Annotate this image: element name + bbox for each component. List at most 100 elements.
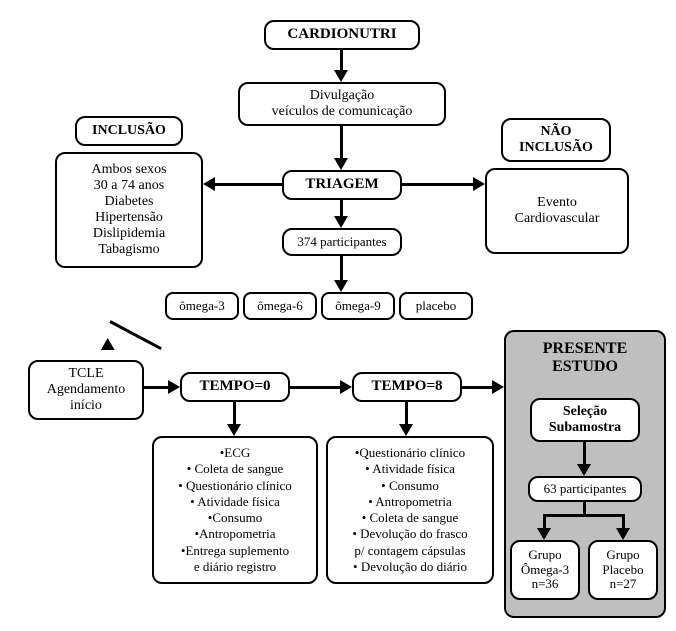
l7: • Devolução do diário: [353, 559, 467, 575]
node-selecao: Seleção Subamostra: [530, 398, 640, 442]
label: INCLUSÃO: [92, 123, 166, 139]
label: 374 participantes: [297, 235, 386, 250]
l4: •Consumo: [208, 510, 262, 526]
label: placebo: [416, 298, 456, 314]
arrowhead-icon: [473, 177, 485, 191]
edge: [233, 402, 236, 424]
label: TEMPO=8: [371, 378, 442, 395]
l1: Placebo: [602, 563, 643, 578]
node-inclusao-detail: Ambos sexos 30 a 74 anos Diabetes Hipert…: [55, 152, 203, 268]
arrowhead-icon: [168, 380, 180, 394]
label: TRIAGEM: [305, 176, 378, 193]
node-63-participantes: 63 participantes: [528, 476, 642, 502]
node-grupo-omega3: Grupo Ômega-3 n=36: [510, 540, 580, 600]
arrowhead-icon: [334, 70, 348, 82]
l0: Grupo: [606, 548, 639, 563]
node-374-participantes: 374 participantes: [282, 228, 402, 256]
l7: e diário registro: [194, 559, 276, 575]
l3: • Atividade física: [190, 494, 280, 510]
l0: Evento: [537, 195, 577, 211]
arrowhead-icon: [577, 464, 591, 476]
l0: Ambos sexos: [91, 162, 166, 178]
edge: [109, 320, 162, 350]
line2: INCLUSÃO: [519, 140, 593, 156]
presente-title: PRESENTE ESTUDO: [512, 340, 658, 376]
l3: • Antropometria: [368, 494, 452, 510]
l1: Ômega-3: [521, 563, 569, 578]
l2: Diabetes: [105, 194, 154, 210]
l5: •Antropometria: [194, 526, 275, 542]
node-inclusao-header: INCLUSÃO: [75, 116, 183, 146]
l0: PRESENTE: [512, 340, 658, 358]
edge: [340, 256, 343, 282]
label: ômega-9: [335, 298, 380, 314]
node-tcle: TCLE Agendamento início: [28, 360, 144, 420]
node-nao-inclusao-header: NÃO INCLUSÃO: [501, 118, 611, 162]
l1: Agendamento: [47, 382, 126, 398]
arrowhead-icon: [334, 158, 348, 170]
edge: [543, 514, 625, 517]
l3: Hipertensão: [95, 210, 163, 226]
edge: [340, 126, 343, 160]
node-omega9: ômega-9: [321, 292, 395, 320]
arrowhead-icon: [97, 338, 114, 356]
node-cardionutri: CARDIONUTRI: [264, 20, 420, 50]
l0: TCLE: [69, 366, 104, 382]
arrowhead-icon: [203, 177, 215, 191]
arrowhead-icon: [616, 528, 630, 540]
label: TEMPO=0: [199, 378, 270, 395]
edge: [583, 442, 586, 466]
arrowhead-icon: [537, 528, 551, 540]
l2: • Consumo: [381, 478, 439, 494]
l2: • Questionário clínico: [178, 478, 292, 494]
node-placebo: placebo: [399, 292, 473, 320]
line1: Divulgação: [310, 88, 375, 104]
l1: Subamostra: [549, 420, 621, 436]
node-tempo8-detail: •Questionário clínico • Atividade física…: [326, 436, 494, 584]
arrowhead-icon: [340, 380, 352, 394]
edge: [144, 386, 170, 389]
l2: n=36: [532, 577, 559, 592]
arrowhead-icon: [334, 280, 348, 292]
node-nao-detail: Evento Cardiovascular: [485, 168, 629, 254]
node-omega3: ômega-3: [165, 292, 239, 320]
edge: [340, 50, 343, 72]
l5: • Devolução do frasco: [352, 526, 467, 542]
l5: Tabagismo: [98, 242, 159, 258]
label: ômega-6: [257, 298, 302, 314]
l0: Seleção: [563, 404, 607, 420]
node-grupo-placebo: Grupo Placebo n=27: [588, 540, 658, 600]
node-omega6: ômega-6: [243, 292, 317, 320]
arrowhead-icon: [492, 380, 504, 394]
l6: •Entrega suplemento: [181, 543, 289, 559]
l2: n=27: [610, 577, 637, 592]
l1: ESTUDO: [512, 358, 658, 376]
l1: 30 a 74 anos: [94, 178, 164, 194]
node-triagem: TRIAGEM: [282, 170, 402, 200]
line1: NÃO: [540, 124, 571, 140]
arrowhead-icon: [399, 424, 413, 436]
arrowhead-icon: [227, 424, 241, 436]
node-tempo0: TEMPO=0: [180, 372, 290, 402]
edge: [402, 183, 473, 186]
label: ômega-3: [179, 298, 224, 314]
arrowhead-icon: [334, 216, 348, 228]
l4: • Coleta de sangue: [362, 510, 459, 526]
label: CARDIONUTRI: [287, 26, 396, 43]
edge: [215, 183, 282, 186]
l2: início: [70, 398, 102, 414]
l1: Cardiovascular: [515, 211, 600, 227]
node-tempo8: TEMPO=8: [352, 372, 462, 402]
l1: • Coleta de sangue: [187, 461, 284, 477]
line2: veículos de comunicação: [272, 104, 413, 120]
edge: [290, 386, 340, 389]
node-divulgacao: Divulgação veículos de comunicação: [238, 82, 446, 126]
label: 63 participantes: [544, 482, 627, 497]
edge: [462, 386, 492, 389]
l0: •ECG: [220, 445, 251, 461]
l4: Dislipidemia: [93, 226, 165, 242]
l1: • Atividade física: [365, 461, 455, 477]
node-tempo0-detail: •ECG • Coleta de sangue • Questionário c…: [152, 436, 318, 584]
edge: [405, 402, 408, 424]
l0: Grupo: [528, 548, 561, 563]
